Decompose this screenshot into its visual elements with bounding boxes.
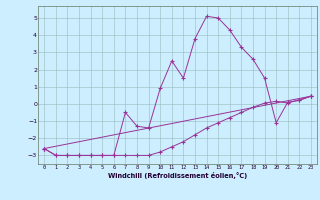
X-axis label: Windchill (Refroidissement éolien,°C): Windchill (Refroidissement éolien,°C) xyxy=(108,172,247,179)
